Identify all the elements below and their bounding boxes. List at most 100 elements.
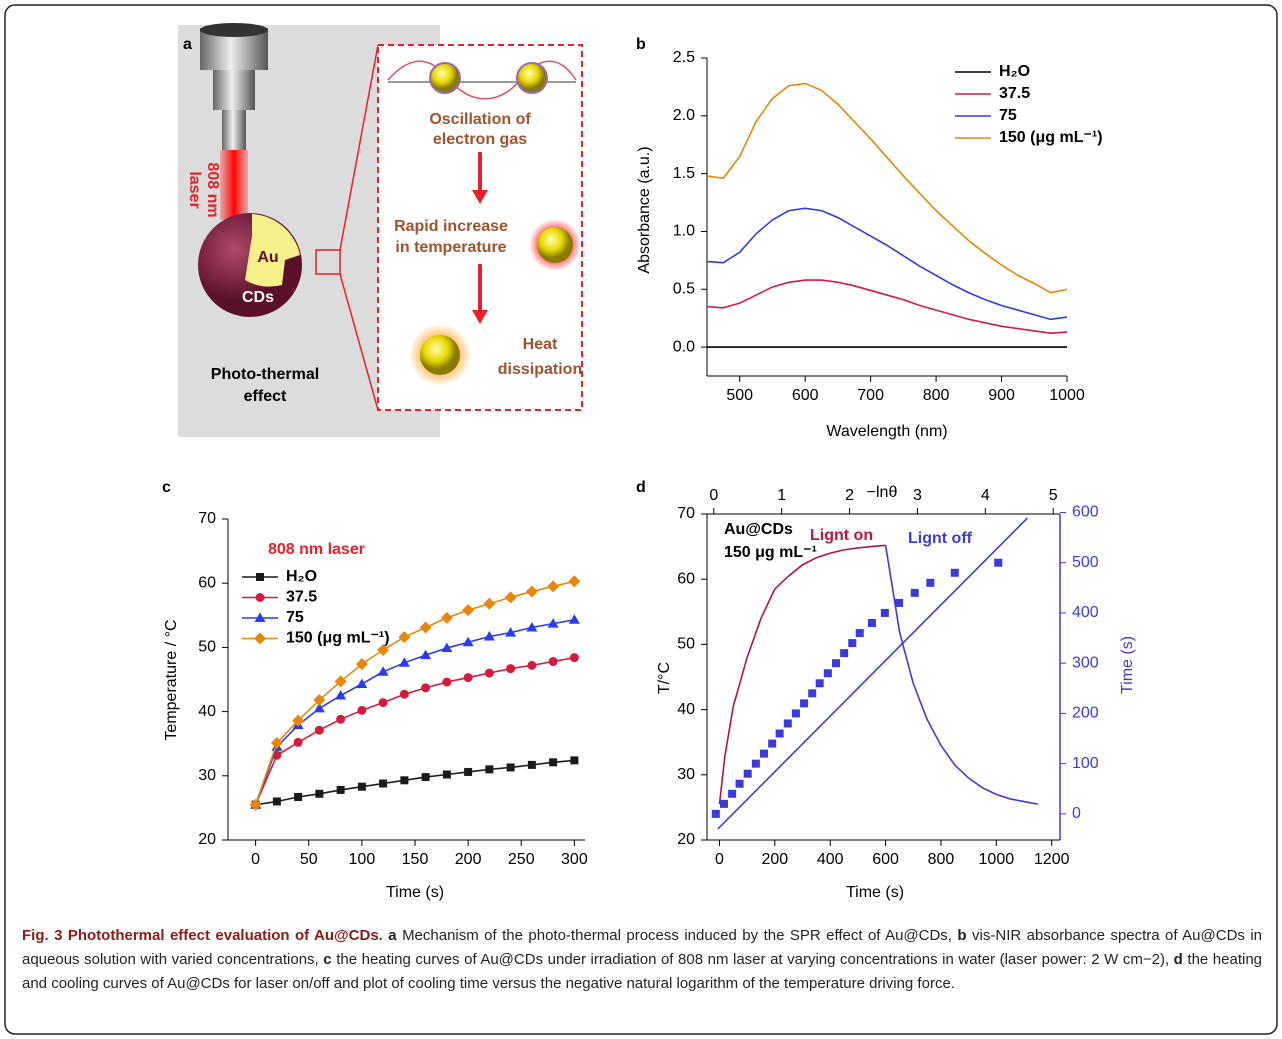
- marker: [336, 785, 345, 794]
- marker: [548, 657, 558, 667]
- marker: [484, 668, 494, 678]
- annotation: Au@CDs: [724, 521, 793, 538]
- caption-letter: a: [388, 927, 397, 944]
- marker: [400, 776, 409, 785]
- marker: [294, 792, 303, 801]
- caption-text: the heating curves of Au@CDs under irrad…: [336, 951, 1170, 968]
- laser-top: [200, 23, 268, 37]
- series-line: [718, 544, 886, 805]
- x-tick-label: 200: [455, 851, 482, 868]
- caption-letter: b: [957, 927, 967, 944]
- marker: [760, 749, 769, 758]
- series-line: [706, 279, 1068, 335]
- y2-tick-label: 400: [1072, 604, 1099, 621]
- step-label: dissipation: [498, 361, 582, 378]
- panel-letter: a: [183, 36, 192, 53]
- marker: [357, 782, 366, 791]
- marker: [547, 618, 559, 628]
- panel-letter: c: [162, 479, 171, 496]
- electron-ball: [516, 62, 548, 94]
- marker: [421, 773, 430, 782]
- y2-tick-label: 100: [1072, 755, 1099, 772]
- marker: [910, 588, 919, 597]
- series-line: [254, 619, 575, 805]
- y-tick-label: 40: [677, 701, 695, 718]
- series-line: [884, 545, 1038, 805]
- x-tick-label: 800: [923, 387, 950, 404]
- legend-marker: [254, 612, 266, 622]
- marker: [313, 694, 326, 707]
- marker: [357, 705, 367, 715]
- laser-label: 808 nm: [204, 162, 221, 217]
- marker: [526, 621, 538, 632]
- marker: [719, 799, 728, 808]
- caption-text: the heating and cooling curves of Au@CDs…: [22, 951, 1263, 992]
- x-tick-label: 700: [857, 387, 884, 404]
- effect-label: effect: [244, 388, 287, 405]
- y-tick-label: 60: [677, 570, 695, 587]
- legend-label: 37.5: [286, 589, 317, 606]
- legend-label: 75: [286, 609, 304, 626]
- marker: [831, 659, 840, 668]
- x-tick-label: 400: [817, 851, 844, 868]
- shell-label: CDs: [242, 289, 274, 306]
- y-tick-label: 30: [198, 767, 216, 784]
- caption-letter: d: [1173, 951, 1183, 968]
- series-line: [706, 82, 1068, 294]
- marker: [569, 653, 579, 663]
- marker: [506, 664, 516, 674]
- marker: [950, 568, 959, 577]
- heat-ball: [420, 335, 460, 375]
- legend-title: 808 nm laser: [268, 541, 365, 558]
- marker: [483, 630, 495, 641]
- marker: [527, 660, 537, 670]
- marker: [313, 702, 325, 713]
- marker: [783, 719, 792, 728]
- y2-axis-title: Time (s): [1119, 636, 1136, 694]
- x-tick-label: 600: [792, 387, 819, 404]
- x-tick-label: 1200: [1034, 851, 1070, 868]
- y-axis-title: Temperature / °C: [163, 619, 180, 740]
- legend-label: 75: [999, 107, 1017, 124]
- x-axis-title: Time (s): [846, 884, 904, 901]
- legend-marker: [256, 573, 264, 581]
- electron-ball: [429, 62, 461, 94]
- series-line: [706, 207, 1068, 321]
- marker: [355, 658, 368, 671]
- marker: [378, 698, 388, 708]
- marker: [525, 585, 538, 598]
- marker: [399, 689, 409, 699]
- series-line: [717, 517, 1028, 830]
- laser-label: laser: [186, 171, 203, 208]
- y-tick-label: 20: [677, 831, 695, 848]
- y-tick-label: 60: [198, 574, 216, 591]
- y-tick-label: 0.0: [673, 338, 695, 355]
- marker: [442, 677, 452, 687]
- marker: [815, 679, 824, 688]
- y2-tick-label: 500: [1072, 554, 1099, 571]
- marker: [272, 797, 281, 806]
- marker: [775, 729, 784, 738]
- gold-core: [245, 214, 300, 287]
- marker: [441, 642, 453, 653]
- x-tick-label: 50: [300, 851, 318, 868]
- marker: [800, 699, 809, 708]
- x-tick-label: 1000: [979, 851, 1015, 868]
- marker: [867, 619, 876, 628]
- x-tick-label: 800: [928, 851, 955, 868]
- y-tick-label: 30: [677, 766, 695, 783]
- step-label: Rapid increase: [394, 218, 508, 235]
- marker: [808, 689, 817, 698]
- x-tick-label: 0: [251, 851, 260, 868]
- marker: [249, 798, 262, 811]
- marker: [483, 597, 496, 610]
- step-label: Oscillation of: [429, 111, 531, 128]
- x2-tick-label: 3: [913, 487, 922, 504]
- y-tick-label: 50: [677, 636, 695, 653]
- legend-label: 150 (μg mL⁻¹): [286, 630, 390, 647]
- marker: [505, 627, 517, 637]
- marker: [379, 779, 388, 788]
- x2-tick-label: 2: [845, 487, 854, 504]
